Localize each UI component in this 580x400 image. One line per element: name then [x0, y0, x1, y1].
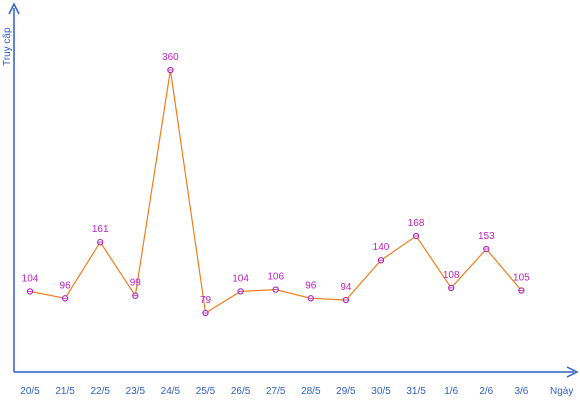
- data-label: 94: [340, 282, 352, 293]
- x-tick-label: 26/5: [231, 386, 251, 397]
- x-tick-label: 23/5: [126, 386, 146, 397]
- x-tick-label: 28/5: [301, 386, 321, 397]
- data-label: 104: [232, 273, 249, 284]
- data-label: 161: [92, 224, 109, 235]
- data-label: 99: [130, 278, 142, 289]
- series-layer: 104 96 161 99 360 79 104 106 96 94 140 168 108 153 105: [22, 52, 530, 317]
- x-tick-label: 29/5: [336, 386, 356, 397]
- x-tick-label: 25/5: [196, 386, 216, 397]
- x-tick-label: 30/5: [371, 386, 391, 397]
- x-tick-label: 24/5: [161, 386, 181, 397]
- data-label: 79: [200, 295, 212, 306]
- data-label: 108: [443, 270, 460, 281]
- x-tick-label: 27/5: [266, 386, 286, 397]
- data-label: 96: [60, 280, 72, 291]
- x-tick-label: 1/6: [444, 386, 458, 397]
- x-tick-labels: 20/5 21/5 22/5 23/5 24/5 25/5 26/5 27/5 28/5 29/5…: [20, 386, 529, 397]
- data-label: 105: [513, 273, 530, 284]
- data-label: 140: [373, 242, 390, 253]
- x-tick-label: 21/5: [55, 386, 75, 397]
- x-tick-label: 3/6: [514, 386, 528, 397]
- data-label: 168: [408, 218, 425, 229]
- y-axis-arrow: [8, 2, 20, 15]
- chart-axes: [8, 2, 579, 378]
- x-tick-label: 31/5: [406, 386, 426, 397]
- x-axis-label: Ngày: [550, 386, 573, 397]
- x-tick-label: 2/6: [479, 386, 493, 397]
- x-axis-arrow: [566, 366, 579, 378]
- data-label: 360: [162, 52, 179, 63]
- x-tick-label: 22/5: [90, 386, 110, 397]
- data-label: 104: [22, 273, 39, 284]
- data-label: 153: [478, 231, 495, 242]
- data-label: 96: [305, 280, 317, 291]
- data-label: 106: [267, 272, 284, 283]
- x-tick-label: 20/5: [20, 386, 40, 397]
- y-axis-label: Truy cập: [2, 27, 13, 66]
